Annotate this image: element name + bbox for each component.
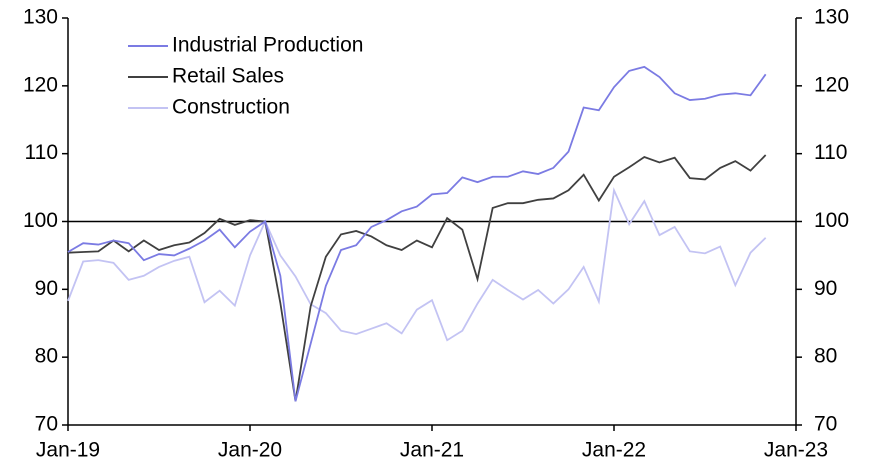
y2-tick-label: 110 [814, 141, 847, 164]
x-tick-label: Jan-19 [36, 439, 100, 462]
y2-tick-label: 120 [814, 73, 849, 96]
y2-tick-label: 100 [814, 209, 849, 232]
legend-label: Industrial Production [172, 34, 363, 57]
series-line [67, 65, 767, 402]
y-tick-label: 90 [35, 277, 58, 300]
y-tick-label: 120 [23, 73, 58, 96]
y2-tick-label: 70 [814, 413, 837, 436]
y-tick-label: 110 [25, 141, 58, 164]
legend-label: Construction [172, 96, 290, 119]
y-tick-label: 100 [23, 209, 58, 232]
series-line [67, 187, 767, 342]
series-line [67, 154, 767, 402]
y2-tick-label: 130 [814, 6, 849, 29]
y2-tick-label: 90 [814, 277, 837, 300]
x-tick-label: Jan-23 [764, 439, 828, 462]
y-tick-label: 80 [35, 345, 58, 368]
x-tick-label: Jan-20 [218, 439, 282, 462]
y2-tick-label: 80 [814, 345, 837, 368]
y-tick-label: 130 [23, 6, 58, 29]
legend-label: Retail Sales [172, 65, 284, 88]
x-tick-label: Jan-22 [582, 439, 646, 462]
x-tick-label: Jan-21 [400, 439, 464, 462]
y-tick-label: 70 [35, 413, 58, 436]
